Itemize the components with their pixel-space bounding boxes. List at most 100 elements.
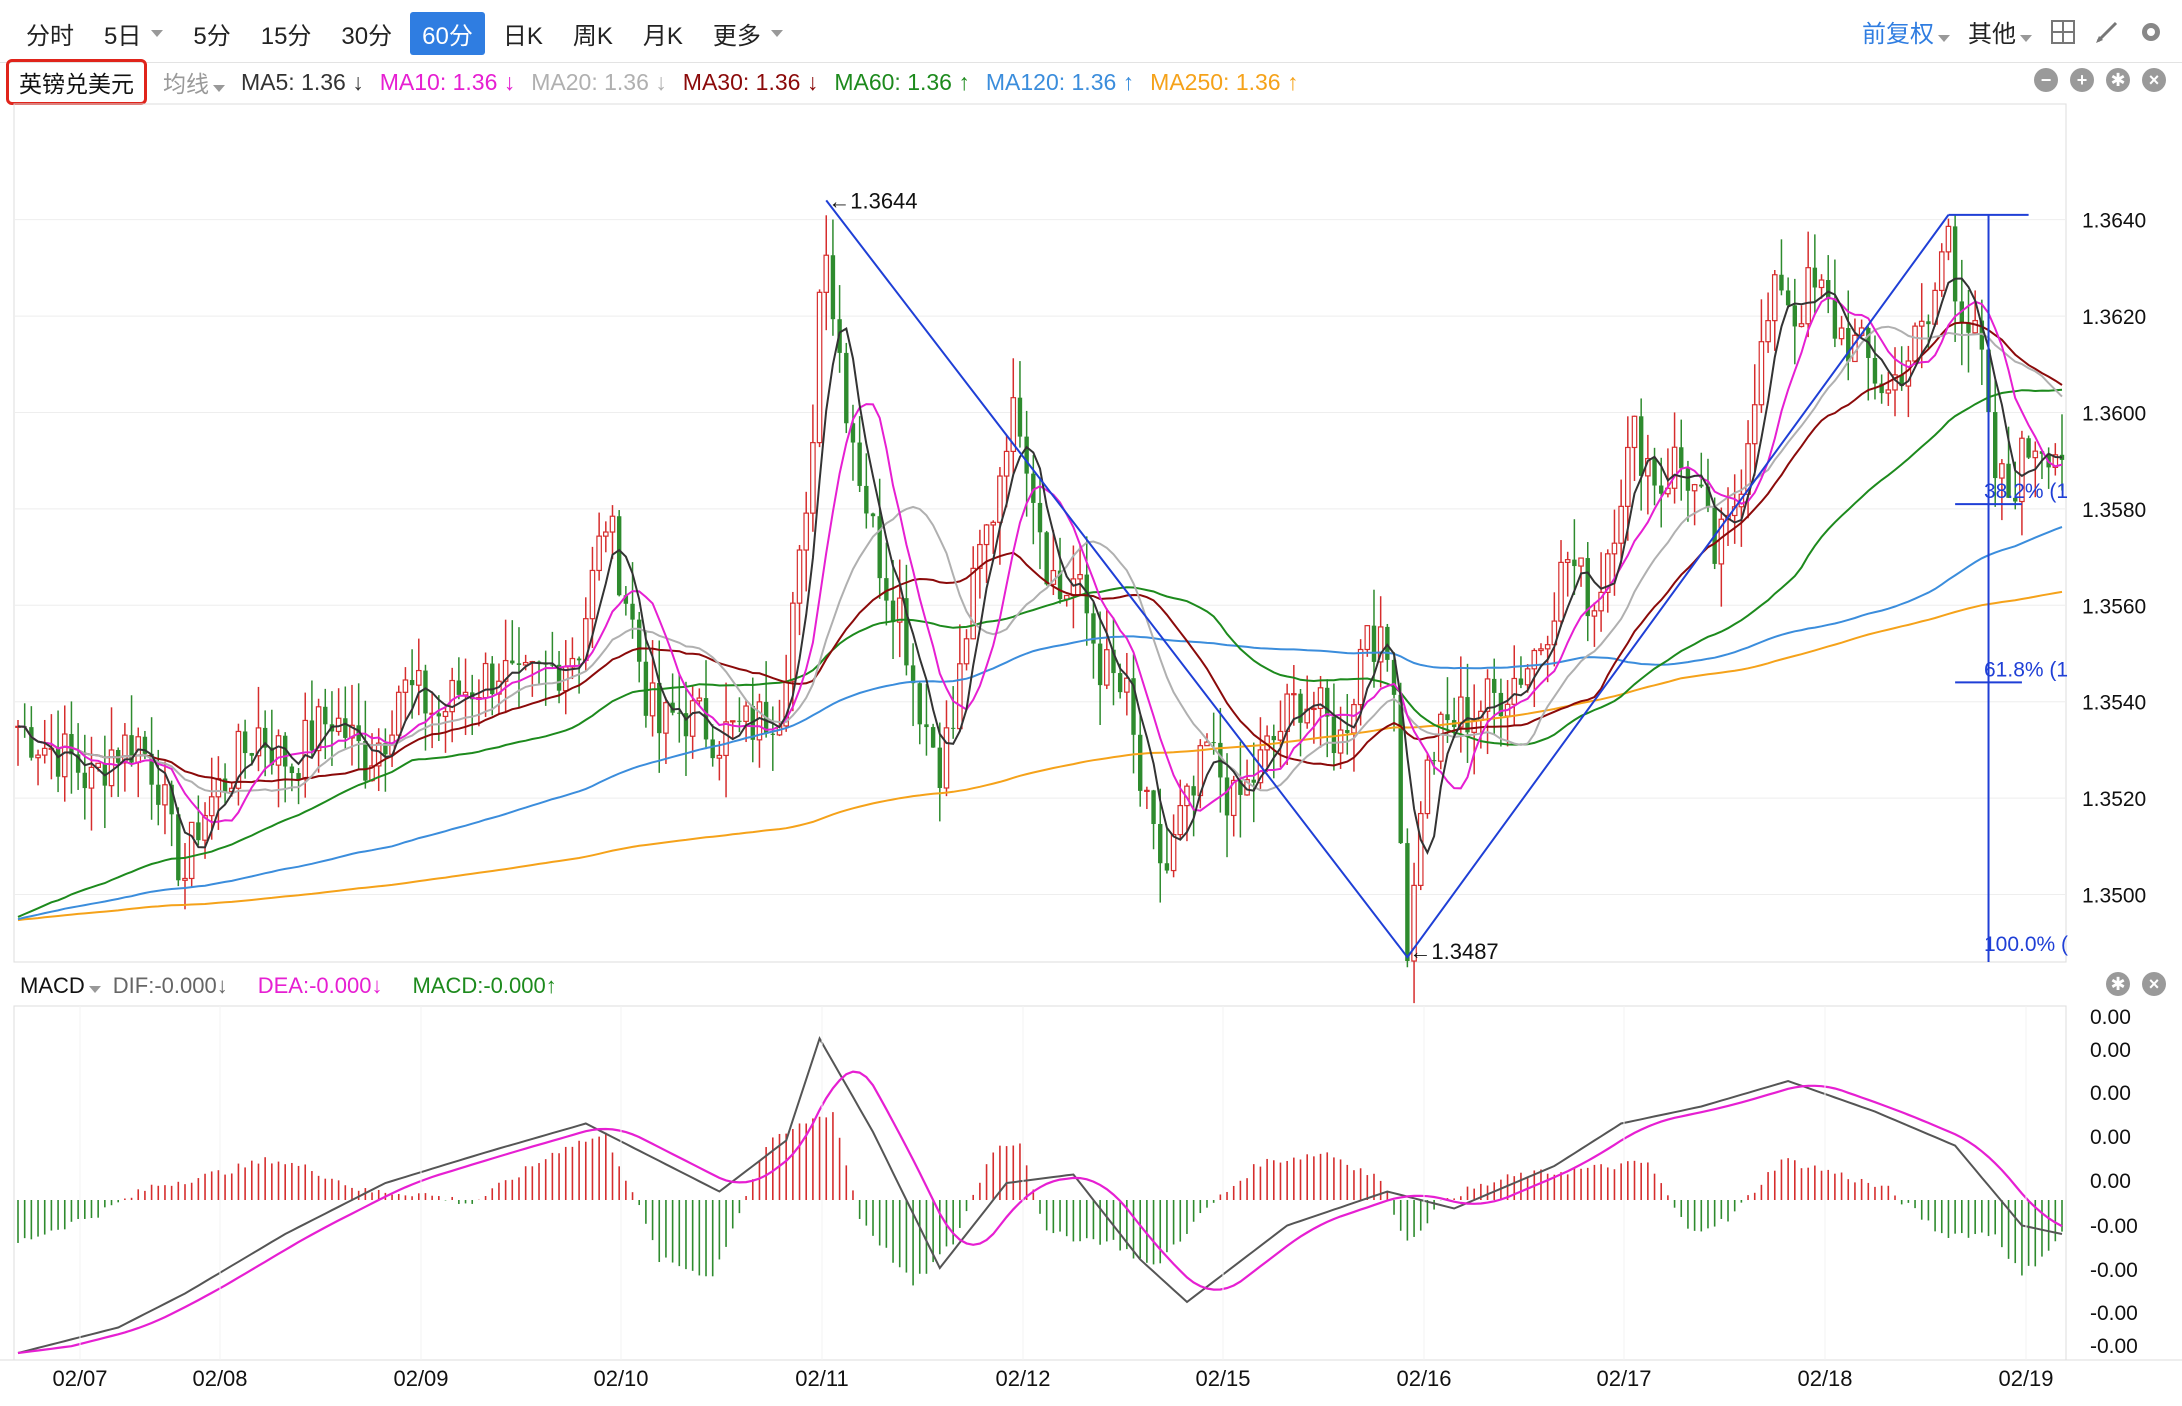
candle-body: [1899, 374, 1904, 387]
candle-body: [1398, 694, 1403, 844]
candle-body: [830, 255, 836, 320]
tab-8[interactable]: 月K: [631, 12, 695, 55]
candle-body: [990, 521, 997, 526]
gear-icon[interactable]: ✱: [2106, 68, 2130, 92]
candle-body: [1492, 678, 1497, 693]
candle-body: [1966, 322, 1971, 333]
tab-7[interactable]: 周K: [561, 12, 625, 55]
candle-body: [850, 423, 856, 443]
other-dropdown[interactable]: 其他: [1968, 14, 2032, 49]
candle-body: [1070, 578, 1077, 597]
tab-2[interactable]: 5分: [181, 12, 242, 55]
candle-body: [1103, 649, 1110, 686]
candle-body: [1003, 450, 1010, 477]
candle-body: [803, 512, 810, 551]
candle-body: [409, 679, 415, 686]
candle-body: [609, 515, 616, 533]
macd-title[interactable]: MACD: [20, 973, 101, 999]
candle-body: [1177, 804, 1184, 836]
date-label: 02/07: [52, 1366, 107, 1391]
tab-0[interactable]: 分时: [14, 12, 86, 55]
candle-body: [637, 619, 642, 662]
candle-body: [449, 679, 455, 713]
candle-body: [1037, 502, 1043, 533]
candle-body: [1131, 678, 1136, 735]
candle-body: [1164, 863, 1170, 871]
candle-body: [129, 735, 134, 763]
candle-body: [1211, 742, 1216, 744]
candle-body: [657, 682, 662, 734]
candle-body: [343, 718, 348, 738]
candle-body: [550, 664, 555, 666]
candle-body: [1758, 341, 1765, 406]
candle-body: [415, 669, 422, 686]
candle-body: [1238, 780, 1243, 795]
candle-body: [1926, 321, 1931, 325]
candle-body: [1705, 486, 1711, 508]
candle-body: [683, 713, 689, 737]
candle-body: [844, 352, 849, 424]
candle-body: [729, 720, 736, 723]
tab-3[interactable]: 15分: [249, 12, 324, 55]
candle-body: [924, 724, 929, 728]
candle-body: [896, 597, 903, 623]
candle-body: [1993, 412, 1998, 479]
candle-body: [823, 254, 830, 293]
candle-body: [1818, 279, 1825, 289]
close-icon[interactable]: ×: [2142, 68, 2166, 92]
candle-body: [716, 754, 723, 759]
gear-icon[interactable]: ✱: [2106, 972, 2130, 996]
zigzag-line: [825, 199, 1950, 959]
candle-body: [1057, 570, 1063, 600]
tab-5[interactable]: 60分: [410, 12, 485, 55]
plus-icon[interactable]: +: [2070, 68, 2094, 92]
tab-9[interactable]: 更多: [701, 12, 795, 55]
tab-4[interactable]: 30分: [329, 12, 404, 55]
tab-label: 15分: [260, 23, 312, 50]
tab-1[interactable]: 5日: [92, 12, 175, 55]
low-annotation: ←1.3487: [1409, 939, 1498, 964]
candle-body: [663, 702, 669, 734]
candle-body: [61, 733, 68, 778]
candle-body: [864, 485, 869, 514]
minus-icon[interactable]: −: [2034, 68, 2058, 92]
candle-body: [917, 683, 922, 725]
adjust-dropdown[interactable]: 前复权: [1862, 14, 1950, 49]
macd-tick-label: 0.00: [2090, 1039, 2131, 1062]
candle-body: [1905, 360, 1912, 387]
chevron-down-icon: [1938, 35, 1950, 42]
candle-body: [208, 796, 215, 817]
price-tick-label: 1.3600: [2082, 402, 2146, 425]
candle-body: [1659, 485, 1664, 494]
candle-body: [323, 706, 328, 725]
date-label: 02/09: [393, 1366, 448, 1391]
candle-body: [596, 535, 602, 572]
candle-body: [1718, 518, 1725, 565]
candle-body: [696, 697, 703, 702]
candle-body: [349, 724, 355, 739]
candle-body: [1417, 812, 1424, 887]
candle-body: [1191, 786, 1196, 796]
candle-body: [983, 524, 990, 546]
ma-type-dropdown[interactable]: 均线: [163, 65, 225, 99]
candle-body: [1771, 274, 1778, 322]
price-tick-label: 1.3500: [2082, 885, 2146, 908]
candle-body: [556, 664, 562, 691]
candle-body: [1277, 730, 1284, 741]
candle-body: [95, 762, 101, 768]
candle-body: [1611, 542, 1618, 555]
tab-label: 周K: [572, 23, 613, 50]
close-icon[interactable]: ×: [2142, 972, 2166, 996]
candle-body: [1518, 678, 1524, 685]
grid-layout-icon[interactable]: [2050, 19, 2076, 45]
tab-6[interactable]: 日K: [491, 12, 555, 55]
macd-panel-frame: [13, 1005, 2067, 1361]
draw-tool-icon[interactable]: [2094, 19, 2120, 45]
candle-body: [1431, 760, 1437, 762]
chevron-down-icon: [213, 85, 225, 92]
candle-body: [1424, 759, 1431, 815]
settings-gear-icon[interactable]: [2138, 19, 2164, 45]
candle-body: [1918, 320, 1925, 327]
candle-body: [162, 784, 168, 806]
